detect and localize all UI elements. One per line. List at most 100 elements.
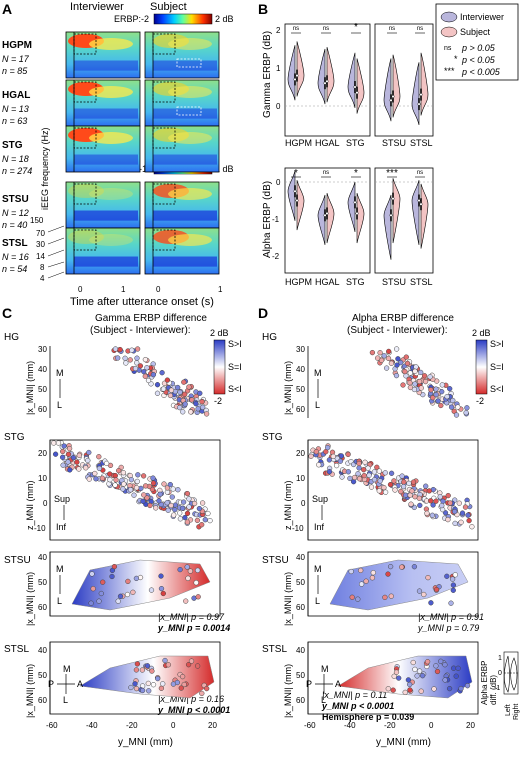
electrode-dot <box>199 690 205 697</box>
orient-m-label: M <box>56 368 64 378</box>
legend-subject: Subject <box>460 27 491 37</box>
c-stg-ytm10: -10 <box>34 524 46 533</box>
gamma-cbar-min: -2 <box>141 14 149 24</box>
panel-a-ylabel: iEEG frequency (Hz) <box>40 127 50 210</box>
electrode-dot <box>182 514 188 521</box>
electrode-dot <box>440 498 446 504</box>
electrode-dot <box>407 384 414 391</box>
gamma-x-hgal: HGAL <box>315 138 340 148</box>
electrode-dot <box>134 355 140 361</box>
electrode-dot <box>146 688 152 694</box>
spectrogram-gamma-tail <box>89 86 133 98</box>
electrode-dot <box>374 464 380 470</box>
c-stg-yt0: 0 <box>43 499 48 508</box>
d-stsu-stat2: y_MNI p = 0.79 <box>417 623 479 633</box>
electrode-dot <box>135 472 141 478</box>
electrode-dot <box>145 377 152 384</box>
alpha-violin-subject-stsl <box>420 183 429 249</box>
orient-sup-label: Sup <box>312 494 328 504</box>
electrode-dot <box>430 502 436 508</box>
electrode-dot <box>355 471 361 477</box>
electrode-dot <box>137 363 144 369</box>
electrode-dot <box>67 467 73 473</box>
gamma-ytick-1: 1 <box>276 64 281 73</box>
electrode-dot <box>392 487 398 493</box>
electrode-dot <box>444 573 450 579</box>
d-stg-ylabel: z_MNI (mm) <box>283 481 293 531</box>
scatter-frame <box>307 551 479 617</box>
panel-a-yticks: 150 70 30 14 8 4 <box>30 216 65 283</box>
scatter-c-stsu: ML <box>49 551 221 617</box>
electrode-dot <box>349 594 355 600</box>
electrode-dot <box>376 488 382 494</box>
spectrogram-gamma-tail <box>168 132 212 144</box>
electrode-dot <box>439 382 445 388</box>
electrode-dot <box>388 360 395 366</box>
gamma-violin-interviewer-stsl <box>411 62 420 126</box>
electrode-dot <box>140 473 147 479</box>
orient-m-label: M <box>321 664 329 674</box>
d-row-hg: HG <box>262 332 277 343</box>
alpha-violin-interviewer-stg <box>347 181 356 233</box>
c-cbar-bottom: -2 <box>214 396 222 406</box>
spectrogram-hgpm-subject <box>144 31 220 79</box>
electrode-dot <box>466 517 472 524</box>
legend-interviewer: Interviewer <box>460 12 504 22</box>
electrode-dot <box>445 516 451 523</box>
electrode-dot <box>131 492 137 498</box>
electrode-dot <box>199 522 205 528</box>
electrode-dot <box>122 355 128 361</box>
electrode-dot <box>425 574 431 581</box>
electrode-dot <box>100 579 106 585</box>
d-row-stsl: STSL <box>262 644 287 655</box>
electrode-dot <box>142 483 149 489</box>
gamma-violin-subject-stg-median <box>355 91 359 95</box>
d-stg-yt0: 0 <box>301 499 306 508</box>
alpha-sig-hgpm: * <box>294 168 298 179</box>
electrode-dot <box>406 480 412 487</box>
panel-c-colorbar: 2 dB S>I S=I S<I -2 <box>210 328 242 406</box>
alpha-violin-subject-stsu-median <box>391 197 395 201</box>
electrode-dot <box>438 402 444 409</box>
d-stsl-yt60: 60 <box>296 696 305 705</box>
d-xt-20: 20 <box>466 721 475 730</box>
electrode-dot <box>134 478 140 485</box>
orient-a-label: A <box>335 679 341 689</box>
ytick-8: 8 <box>40 263 45 272</box>
alpha-x-stg: STG <box>346 277 365 287</box>
electrode-dot <box>376 468 383 474</box>
electrode-dot <box>407 687 413 693</box>
inset-ytick-1: 1 <box>498 655 502 662</box>
electrode-dot <box>191 500 198 507</box>
electrode-dot <box>410 479 417 485</box>
alpha-violin-interviewer-stsu <box>383 194 392 260</box>
electrode-dot <box>86 476 92 482</box>
electrode-dot <box>382 470 388 476</box>
electrode-dot <box>125 578 131 585</box>
electrode-dot <box>130 589 136 595</box>
panel-a-letter: A <box>2 1 12 17</box>
electrode-dot <box>142 356 149 363</box>
electrode-dot <box>96 454 102 460</box>
alpha-x-hgpm: HGPM <box>285 277 312 287</box>
c-cbar-seq: S=I <box>228 362 242 372</box>
inset-xtick-right: Right <box>513 704 520 720</box>
electrode-dot <box>113 477 119 483</box>
orient-m-label: M <box>314 564 322 574</box>
electrode-dot <box>438 658 444 664</box>
panel-d-colorbar: 2 dB S>I S=I S<I -2 <box>472 328 504 406</box>
gamma-ytick-2: 2 <box>276 26 281 35</box>
electrode-dot <box>195 594 201 600</box>
electrode-dot <box>164 500 170 506</box>
electrode-dot <box>157 491 163 497</box>
electrode-dot <box>195 406 201 412</box>
c-xt-m20: -20 <box>126 721 138 730</box>
electrode-dot <box>60 462 66 468</box>
electrode-dot <box>112 472 118 479</box>
electrode-dot <box>388 593 394 599</box>
c-hg-yt60: 60 <box>38 405 47 414</box>
orient-l-label: L <box>57 400 62 410</box>
d-xlabel: y_MNI (mm) <box>376 737 431 748</box>
electrode-dot <box>202 517 208 523</box>
electrode-dot <box>433 391 439 398</box>
